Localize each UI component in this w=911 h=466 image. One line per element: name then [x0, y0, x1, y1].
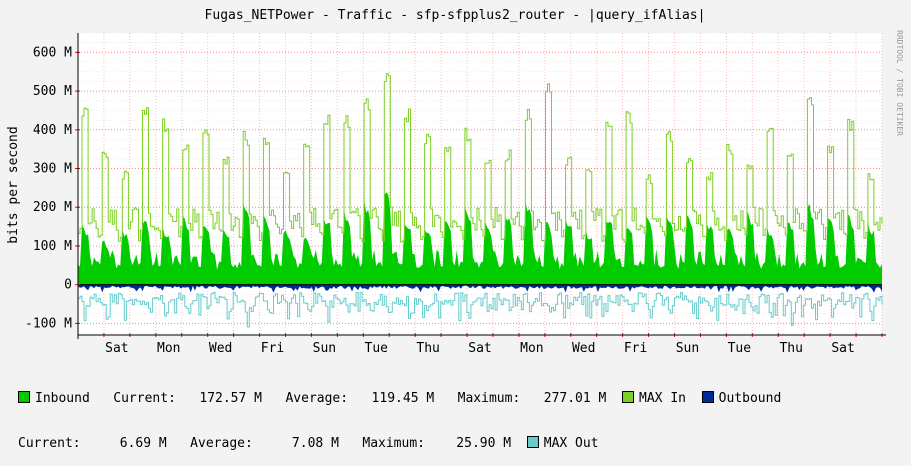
y-tick-label: 600 M — [33, 45, 72, 60]
x-tick-label: Sun — [313, 341, 336, 356]
y-tick-label: 400 M — [33, 123, 72, 138]
x-tick-label: Tue — [728, 341, 752, 356]
legend: Inbound Current: 172.57 M Average: 119.4… — [18, 361, 781, 466]
max-out-swatch — [526, 436, 539, 448]
y-axis-ticks: 600 M 500 M 400 M 300 M 200 M 100 M 0 -100 M — [25, 45, 80, 331]
inbound-stats: Current: 172.57 M Average: 119.45 M Maxi… — [113, 391, 607, 406]
traffic-chart: Fugas_NETPower - Traffic - sfp-sfpplus2_… — [6, 8, 904, 356]
x-tick-label: Sat — [468, 341, 491, 356]
y-tick-label: 500 M — [33, 84, 72, 99]
x-tick-label: Wed — [572, 341, 595, 356]
inbound-label: Inbound — [35, 391, 90, 406]
x-tick-label: Wed — [209, 341, 232, 356]
x-tick-label: Tue — [365, 341, 389, 356]
y-tick-label: 100 M — [33, 239, 72, 254]
y-axis-label: bits per second — [6, 126, 21, 243]
rrdtool-watermark: RRDTOOL / TOBI OETIKER — [895, 30, 904, 136]
x-tick-label: Mon — [520, 341, 543, 356]
inbound-swatch — [18, 391, 30, 403]
x-tick-label: Thu — [779, 341, 802, 356]
series-outbound-area — [78, 284, 882, 293]
outbound-swatch — [701, 391, 714, 403]
chart-title: Fugas_NETPower - Traffic - sfp-sfpplus2_… — [205, 8, 706, 23]
y-tick-label: -100 M — [25, 316, 72, 331]
max-in-label: MAX In — [639, 391, 686, 406]
y-tick-label: 0 — [64, 278, 72, 293]
series-max-out-line — [78, 291, 883, 328]
x-tick-label: Sat — [105, 341, 128, 356]
legend-row-1: Inbound Current: 172.57 M Average: 119.4… — [18, 391, 781, 406]
x-tick-label: Sun — [676, 341, 699, 356]
x-tick-label: Sat — [831, 341, 854, 356]
y-tick-label: 300 M — [33, 162, 72, 177]
series-inbound-area — [78, 192, 882, 285]
outbound-stats: Current: 6.69 M Average: 7.08 M Maximum:… — [18, 436, 512, 451]
max-in-swatch — [622, 391, 635, 403]
legend-row-2: Current: 6.69 M Average: 7.08 M Maximum:… — [18, 436, 781, 451]
x-tick-label: Thu — [416, 341, 439, 356]
max-out-label: MAX Out — [543, 436, 599, 451]
series-max-in-line — [78, 73, 883, 243]
y-tick-label: 200 M — [33, 200, 72, 215]
x-tick-label: Fri — [261, 341, 284, 356]
series-layer — [78, 73, 883, 328]
outbound-label: Outbound — [718, 391, 782, 406]
x-axis-ticks: Sat Mon Wed Fri Sun Tue Thu Sat Mon Wed Fri Sun Tue T… — [77, 333, 883, 356]
x-tick-label: Fri — [624, 341, 647, 356]
x-tick-label: Mon — [157, 341, 180, 356]
